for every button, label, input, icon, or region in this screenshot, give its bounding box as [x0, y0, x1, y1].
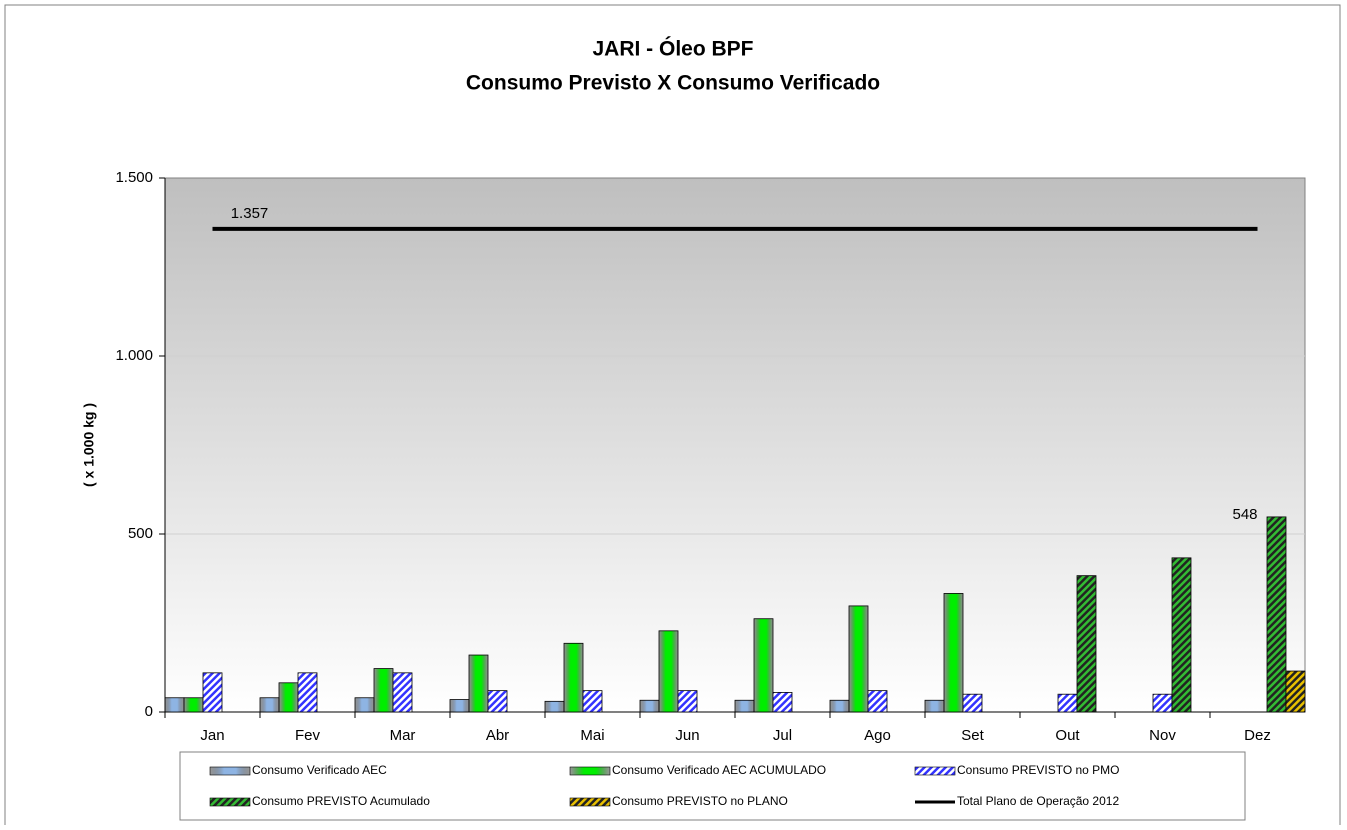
x-tick-label: Jun	[675, 727, 699, 744]
y-tick-label: 1.500	[115, 169, 153, 186]
legend-swatch	[569, 797, 611, 807]
legend-label: Consumo Verificado AEC	[252, 763, 387, 777]
legend-label: Consumo Verificado AEC ACUMULADO	[612, 763, 826, 777]
x-tick-label: Fev	[295, 727, 321, 744]
x-tick-label: Ago	[864, 727, 891, 744]
bar	[924, 699, 945, 713]
y-axis-label: ( x 1.000 kg )	[81, 403, 97, 487]
bar	[677, 690, 698, 713]
x-tick-label: Jan	[200, 727, 224, 744]
legend-label: Total Plano de Operação 2012	[957, 794, 1119, 808]
data-label: 548	[1232, 506, 1257, 523]
y-tick-label: 0	[145, 703, 153, 720]
legend-label: Consumo PREVISTO no PLANO	[612, 794, 788, 808]
bar	[468, 654, 489, 713]
bar	[259, 697, 280, 713]
x-tick-label: Mai	[580, 727, 604, 744]
legend-swatch	[209, 766, 251, 776]
bar	[449, 699, 470, 713]
data-label: 1.357	[231, 205, 269, 222]
bar	[487, 690, 508, 713]
bar	[354, 697, 375, 713]
x-tick-label: Jul	[773, 727, 792, 744]
bar	[772, 692, 793, 713]
bar	[1076, 575, 1097, 713]
bar	[1285, 670, 1306, 713]
bar	[202, 672, 223, 713]
bar	[848, 605, 869, 713]
bar	[582, 690, 603, 713]
bar	[278, 682, 299, 713]
bar	[734, 699, 755, 713]
bar	[639, 699, 660, 713]
x-tick-label: Nov	[1149, 727, 1176, 744]
bar	[297, 672, 318, 713]
legend-box	[179, 751, 1246, 821]
bar	[753, 618, 774, 713]
bar	[544, 700, 565, 713]
bar	[373, 668, 394, 713]
bar	[1171, 557, 1192, 713]
chart-subtitle: Consumo Previsto X Consumo Verificado	[466, 72, 880, 95]
plot-area	[164, 177, 1306, 713]
bar	[392, 672, 413, 713]
bar	[183, 697, 204, 713]
y-tick-label: 500	[128, 525, 153, 542]
legend-label: Consumo PREVISTO Acumulado	[252, 794, 430, 808]
legend-swatch	[209, 797, 251, 807]
bar	[658, 630, 679, 713]
bar	[1266, 516, 1287, 713]
bar	[943, 593, 964, 713]
bar	[563, 642, 584, 713]
bar	[829, 699, 850, 713]
chart-title: JARI - Óleo BPF	[592, 37, 753, 61]
x-tick-label: Set	[961, 727, 984, 744]
legend-label: Consumo PREVISTO no PMO	[957, 763, 1120, 777]
x-tick-label: Mar	[390, 727, 416, 744]
x-tick-label: Abr	[486, 727, 509, 744]
bar	[867, 690, 888, 713]
bar	[1057, 693, 1078, 713]
legend-swatch	[914, 766, 956, 776]
x-tick-label: Out	[1055, 727, 1080, 744]
legend-swatch	[569, 766, 611, 776]
bar	[962, 693, 983, 713]
y-tick-label: 1.000	[115, 347, 153, 364]
bar	[164, 697, 185, 713]
x-tick-label: Dez	[1244, 727, 1271, 744]
bar	[1152, 693, 1173, 713]
